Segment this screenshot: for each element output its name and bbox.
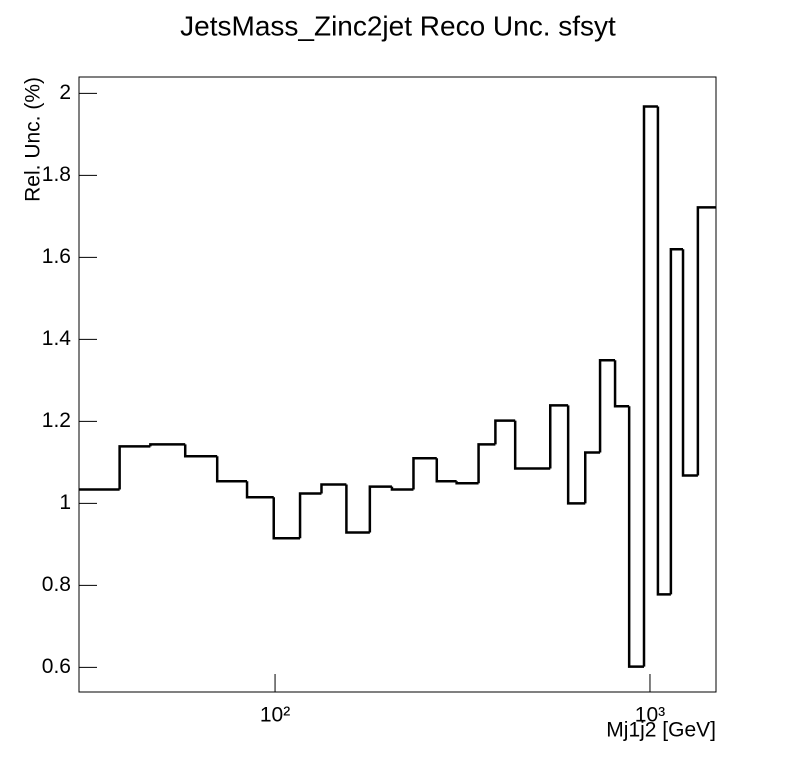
y-axis-label: Rel. Unc. (%) — [22, 77, 45, 202]
y-tick-label: 1.4 — [42, 327, 72, 350]
histogram-bin — [412, 457, 437, 490]
histogram-bin — [642, 105, 658, 667]
histogram-bin — [118, 445, 151, 490]
histogram-bin — [696, 206, 716, 476]
x-axis-label: Mj1j2 [GeV] — [606, 719, 716, 742]
histogram-bin — [598, 359, 616, 453]
y-tick-label: 0.6 — [42, 655, 71, 678]
y-tick-label: 2 — [59, 81, 71, 104]
x-tick-label: 10² — [260, 704, 290, 727]
histogram-bin — [681, 249, 698, 477]
histogram-bin — [390, 486, 414, 491]
histogram-bin — [368, 485, 392, 533]
histogram-bin — [435, 458, 457, 483]
histogram-bin — [669, 247, 684, 595]
histogram-bin — [627, 406, 645, 668]
y-tick-label: 1 — [59, 491, 71, 514]
histogram-bin — [320, 483, 347, 494]
histogram-bin — [494, 419, 516, 445]
histogram-bin — [584, 451, 601, 504]
chart-title: JetsMass_Zinc2jet Reco Unc. sfsyt — [180, 10, 616, 41]
histogram-bin — [477, 443, 496, 484]
histogram-bin — [298, 492, 322, 539]
histogram-bin — [613, 360, 630, 408]
y-tick-label: 1.6 — [42, 245, 71, 268]
x-tick-label: 10³ — [635, 704, 665, 727]
histogram-bin — [272, 497, 301, 540]
histogram-bin — [513, 420, 551, 470]
y-tick-label: 1.2 — [42, 409, 71, 432]
y-tick-label: 0.8 — [42, 573, 71, 596]
histogram-bin — [245, 481, 274, 499]
histogram-bin — [548, 404, 569, 469]
plot-frame — [78, 76, 717, 693]
histogram-bin — [345, 484, 370, 534]
histogram-bin — [149, 443, 186, 447]
histogram-bin — [215, 456, 248, 483]
y-tick-label: 1.8 — [42, 163, 71, 186]
histogram-bin — [455, 481, 479, 485]
histogram-bin — [656, 106, 671, 596]
histogram-bin — [566, 405, 586, 505]
histogram-bin — [183, 444, 218, 458]
